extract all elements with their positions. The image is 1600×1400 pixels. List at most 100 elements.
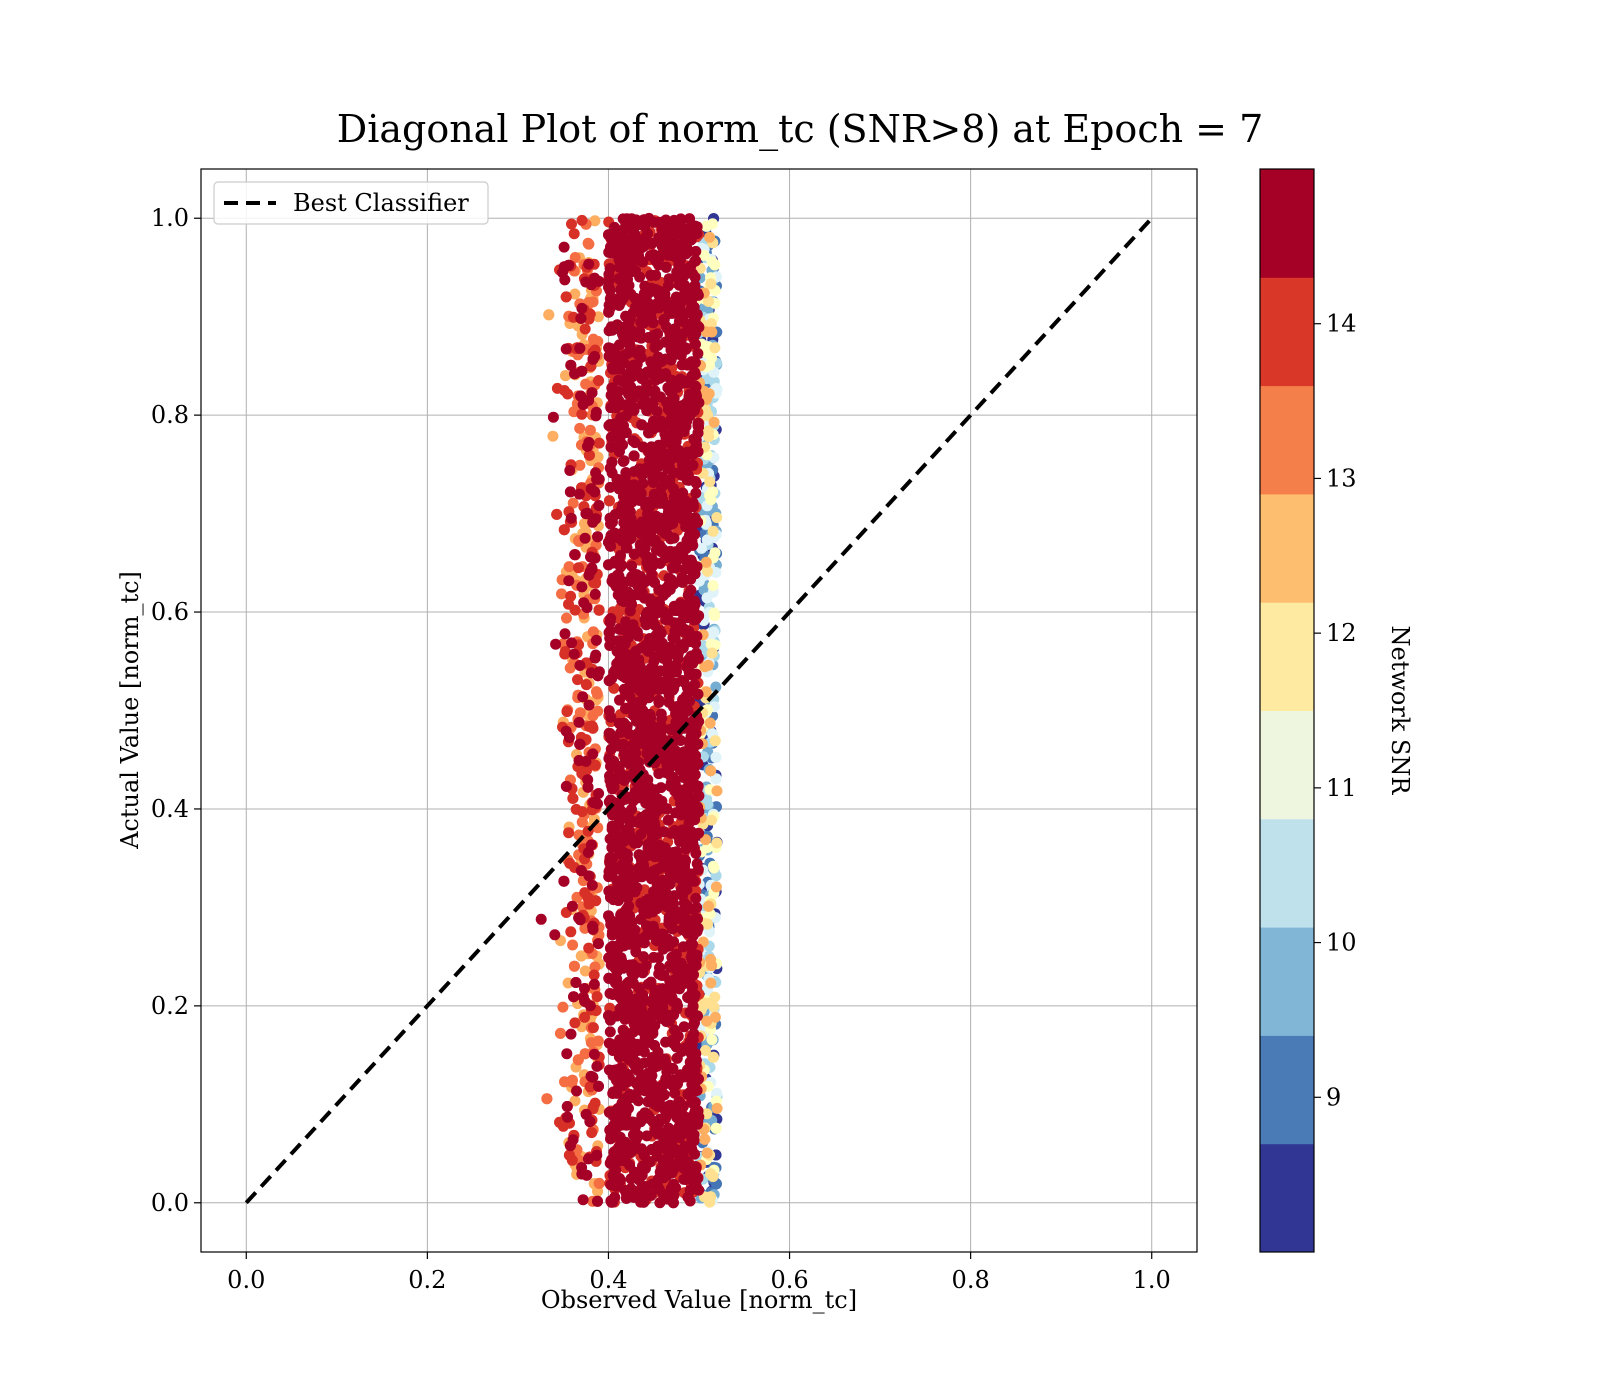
scatter-point xyxy=(580,378,592,390)
scatter-point xyxy=(560,291,572,303)
scatter-point xyxy=(646,568,658,580)
scatter-point xyxy=(613,386,625,397)
scatter-point xyxy=(622,892,634,904)
scatter-point xyxy=(689,598,701,610)
scatter-point xyxy=(555,1027,566,1039)
scatter-point xyxy=(569,288,581,300)
scatter-point xyxy=(653,253,665,265)
scatter-point xyxy=(680,843,692,855)
scatter-point xyxy=(567,497,579,509)
scatter-point xyxy=(617,1024,629,1036)
scatter-point xyxy=(711,837,723,849)
scatter-point xyxy=(659,428,671,440)
scatter-point xyxy=(603,1010,614,1022)
scatter-point xyxy=(592,335,604,347)
scatter-point xyxy=(558,524,570,536)
scatter-point xyxy=(618,719,630,731)
scatter-point xyxy=(625,258,637,270)
scatter-point xyxy=(690,439,702,451)
scatter-point xyxy=(689,568,701,580)
scatter-point xyxy=(683,992,695,1004)
scatter-point xyxy=(624,691,636,703)
scatter-point xyxy=(666,723,677,735)
scatter-point xyxy=(677,514,689,525)
scatter-point xyxy=(692,348,704,359)
scatter-point xyxy=(635,351,647,363)
scatter-point xyxy=(618,683,630,695)
scatter-point xyxy=(666,386,678,398)
scatter-point xyxy=(566,900,578,912)
scatter-point xyxy=(584,424,596,436)
scatter-point xyxy=(547,430,559,442)
scatter-point xyxy=(569,252,581,263)
scatter-point xyxy=(591,1149,603,1161)
scatter-point xyxy=(617,770,628,782)
scatter-point xyxy=(689,1065,701,1077)
scatter-point xyxy=(645,597,657,609)
scatter-point xyxy=(579,965,591,977)
scatter-point xyxy=(710,881,722,893)
scatter-point xyxy=(565,512,577,524)
scatter-point xyxy=(654,372,666,384)
scatter-point xyxy=(611,973,623,985)
scatter-point xyxy=(562,388,574,400)
scatter-point xyxy=(670,964,682,976)
scatter-point xyxy=(574,342,586,354)
scatter-point xyxy=(589,552,601,564)
scatter-point xyxy=(681,359,693,371)
scatter-point xyxy=(655,665,666,677)
scatter-point xyxy=(707,1171,719,1182)
scatter-point xyxy=(662,509,674,521)
scatter-point xyxy=(606,362,618,374)
scatter-point xyxy=(588,797,599,808)
scatter-point xyxy=(561,612,572,624)
scatter-point xyxy=(606,297,618,309)
scatter-point xyxy=(583,898,595,910)
scatter-point xyxy=(629,837,640,849)
scatter-point xyxy=(669,1024,681,1036)
scatter-point xyxy=(628,405,640,416)
scatter-point xyxy=(686,1097,698,1109)
scatter-point xyxy=(709,342,721,354)
scatter-point xyxy=(587,722,599,734)
scatter-point xyxy=(565,926,577,938)
scatter-point xyxy=(634,271,646,283)
scatter-point xyxy=(575,865,587,877)
scatter-point xyxy=(578,518,590,530)
scatter-point xyxy=(688,842,700,854)
scatter-point xyxy=(588,1048,600,1060)
scatter-point xyxy=(661,684,673,696)
scatter-point xyxy=(649,385,661,397)
scatter-point xyxy=(559,646,571,658)
scatter-point xyxy=(615,926,627,938)
scatter-point xyxy=(708,416,720,428)
scatter-point xyxy=(651,406,663,417)
scatter-point xyxy=(653,497,665,509)
scatter-point xyxy=(704,717,716,729)
scatter-point xyxy=(569,1095,581,1107)
scatter-point xyxy=(583,313,595,325)
scatter-point xyxy=(695,542,707,554)
scatter-point xyxy=(593,788,605,799)
scatter-point xyxy=(671,1052,683,1064)
scatter-point xyxy=(642,785,654,797)
scatter-point xyxy=(711,785,723,797)
scatter-point xyxy=(706,1034,718,1046)
scatter-point xyxy=(535,913,547,925)
scatter-point xyxy=(648,886,660,898)
scatter-point xyxy=(592,1035,604,1047)
scatter-point xyxy=(605,1195,617,1207)
scatter-point xyxy=(619,980,631,992)
scatter-point xyxy=(563,598,574,610)
scatter-point xyxy=(711,1087,723,1099)
scatter-point xyxy=(686,1143,698,1155)
scatter-point xyxy=(640,865,652,877)
scatter-point xyxy=(583,238,595,250)
scatter-point xyxy=(685,283,697,295)
scatter-point xyxy=(620,1192,632,1204)
scatter-point xyxy=(627,392,639,404)
scatter-point xyxy=(614,846,626,858)
scatter-point xyxy=(592,938,604,950)
scatter-point xyxy=(541,1093,553,1105)
